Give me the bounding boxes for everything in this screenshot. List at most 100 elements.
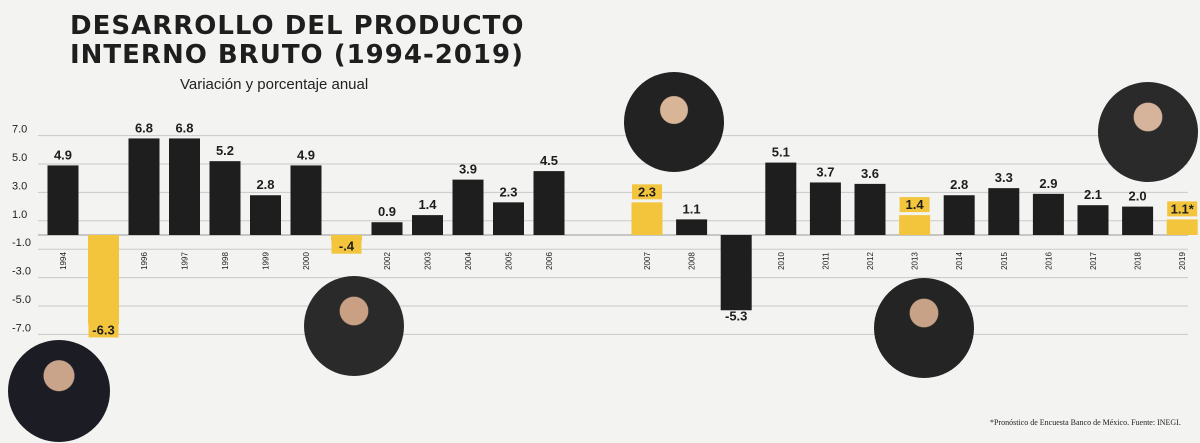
- category-label: 2000: [302, 252, 311, 270]
- bar-2015: [988, 188, 1020, 235]
- value-label: 6.8: [135, 120, 153, 135]
- value-label-highlight-bg: [88, 322, 119, 338]
- category-label: 2003: [424, 252, 433, 270]
- y-tick-label: 5.0: [12, 152, 27, 164]
- value-label: 5.2: [216, 143, 234, 158]
- value-label: 2.9: [1039, 176, 1057, 191]
- y-tick-label: 1.0: [12, 209, 27, 221]
- bar-2010: [765, 162, 797, 235]
- category-label: 2018: [1134, 252, 1143, 270]
- bar-1994: [47, 165, 79, 235]
- value-label: 2.1: [1084, 187, 1102, 202]
- category-label: 2011: [821, 252, 830, 270]
- value-label: 1.4: [418, 197, 437, 212]
- category-label: 1997: [181, 252, 190, 270]
- title-line-2: INTERNO BRUTO (1994-2019): [70, 40, 524, 70]
- value-label: -5.3: [725, 308, 747, 323]
- bar-2005: [493, 202, 524, 235]
- bars: [47, 138, 1198, 325]
- category-label: 2002: [383, 252, 392, 270]
- category-label: 1999: [262, 252, 271, 270]
- bar-1999: [250, 195, 281, 235]
- category-label: 2012: [866, 252, 875, 270]
- portrait-photo-2018: [1098, 82, 1198, 182]
- category-label: 2016: [1044, 252, 1053, 270]
- bar-2007: [631, 202, 663, 235]
- category-label: 2008: [688, 252, 697, 270]
- value-label-highlight-bg: [632, 184, 662, 200]
- value-label: 2.8: [256, 177, 274, 192]
- value-label: 1.1*: [1171, 201, 1195, 216]
- value-label: -6.3: [92, 322, 114, 337]
- bar-2006: [533, 171, 565, 235]
- bar-2017: [1077, 205, 1109, 235]
- bar-2018: [1122, 206, 1154, 235]
- value-label: 2.3: [638, 184, 656, 199]
- value-label: 3.6: [861, 166, 879, 181]
- y-tick-label: 7.0: [12, 124, 27, 136]
- value-label-highlight-bg: [899, 197, 930, 213]
- portrait-photo-2000: [304, 276, 404, 376]
- value-label: 4.5: [540, 153, 558, 168]
- bar-2014: [943, 195, 975, 235]
- category-label: 1998: [221, 252, 230, 270]
- source-footnote: *Pronóstico de Encuesta Banco de México.…: [990, 418, 1181, 427]
- value-label: 6.8: [175, 120, 193, 135]
- bar-2019: [1166, 219, 1198, 235]
- portrait-photo-2012: [874, 278, 974, 378]
- title-line-1: DESARROLLO DEL PRODUCTO: [70, 11, 525, 41]
- chart-title: DESARROLLO DEL PRODUCTO INTERNO BRUTO (1…: [70, 12, 524, 70]
- bar-2009: [720, 235, 752, 311]
- portrait-photo-1994: [8, 340, 110, 442]
- labels: 7.0 5.0 3.0 1.0 -1.0 -3.0 -5.0 -7.0 4.9 1994 -6.3 6…: [12, 120, 1198, 338]
- category-label: 2004: [464, 252, 473, 270]
- y-tick-label: -1.0: [12, 237, 31, 249]
- bar-2016: [1032, 193, 1064, 235]
- y-tick-label: 3.0: [12, 180, 27, 192]
- bar-1997: [169, 138, 200, 235]
- value-label: 3.3: [995, 170, 1013, 185]
- value-label: 0.9: [378, 204, 396, 219]
- value-label: 1.1: [683, 201, 701, 216]
- bar-2001: [331, 235, 362, 241]
- y-tick-label: -3.0: [12, 266, 31, 278]
- category-label: 2006: [545, 252, 554, 270]
- bar-2013: [899, 215, 931, 235]
- y-tick-label: -7.0: [12, 322, 31, 334]
- value-label: 2.8: [950, 177, 968, 192]
- bar-2008: [676, 219, 708, 235]
- y-tick-label: -5.0: [12, 294, 31, 306]
- bar-2002: [371, 222, 403, 235]
- category-label: 2007: [643, 252, 652, 270]
- bar-2000: [290, 165, 322, 235]
- value-label: 1.4: [906, 197, 925, 212]
- category-label: 2015: [1000, 252, 1009, 270]
- category-label: 2017: [1089, 252, 1098, 270]
- bar-2011: [809, 182, 841, 235]
- portrait-photo-2006: [624, 72, 724, 172]
- category-label: 2010: [777, 252, 786, 270]
- category-label: 1996: [140, 252, 149, 270]
- value-label: 5.1: [772, 145, 790, 160]
- category-label: 2005: [505, 252, 514, 270]
- category-label: 2019: [1178, 252, 1187, 270]
- bar-2004: [452, 179, 484, 235]
- category-label: 2014: [955, 252, 964, 270]
- value-label: 2.3: [499, 184, 517, 199]
- value-label: 2.0: [1129, 189, 1147, 204]
- chart-subtitle: Variación y porcentaje anual: [180, 76, 369, 93]
- bar-1996: [128, 138, 160, 235]
- value-label-highlight-bg: [1167, 201, 1198, 217]
- category-label: 2013: [911, 252, 920, 270]
- bar-1998: [209, 161, 241, 235]
- bar-1995: [88, 235, 119, 325]
- value-label: 3.7: [816, 164, 834, 179]
- category-label: 1994: [59, 252, 68, 270]
- bar-2003: [412, 215, 443, 235]
- value-label-highlight-bg: [331, 238, 362, 254]
- bar-2012: [854, 183, 886, 235]
- value-label: 3.9: [459, 162, 477, 177]
- value-label: 4.9: [54, 147, 72, 162]
